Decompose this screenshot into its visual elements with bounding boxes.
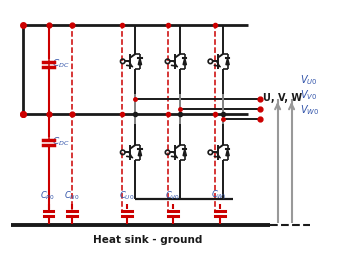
Text: $C_{DC}$: $C_{DC}$ (52, 57, 70, 69)
Text: U, V, W: U, V, W (263, 93, 302, 103)
Text: $C_{U0}$: $C_{U0}$ (119, 188, 134, 201)
Polygon shape (183, 59, 186, 66)
Polygon shape (138, 59, 142, 66)
Polygon shape (183, 149, 186, 156)
Polygon shape (226, 59, 229, 66)
Text: $V_{W0}$: $V_{W0}$ (299, 103, 319, 117)
Text: $C_{V0}$: $C_{V0}$ (165, 188, 180, 201)
Text: $C_{DC}$: $C_{DC}$ (52, 135, 70, 147)
Text: $V_{U0}$: $V_{U0}$ (299, 73, 317, 87)
Text: $C_{W)}$: $C_{W)}$ (211, 187, 227, 201)
Text: $C_{P0}$: $C_{P0}$ (40, 188, 55, 201)
Polygon shape (226, 149, 229, 156)
Text: Heat sink - ground: Heat sink - ground (93, 234, 203, 244)
Text: $C_{N0}$: $C_{N0}$ (64, 188, 79, 201)
Text: $V_{V0}$: $V_{V0}$ (299, 88, 317, 102)
Polygon shape (138, 149, 142, 156)
